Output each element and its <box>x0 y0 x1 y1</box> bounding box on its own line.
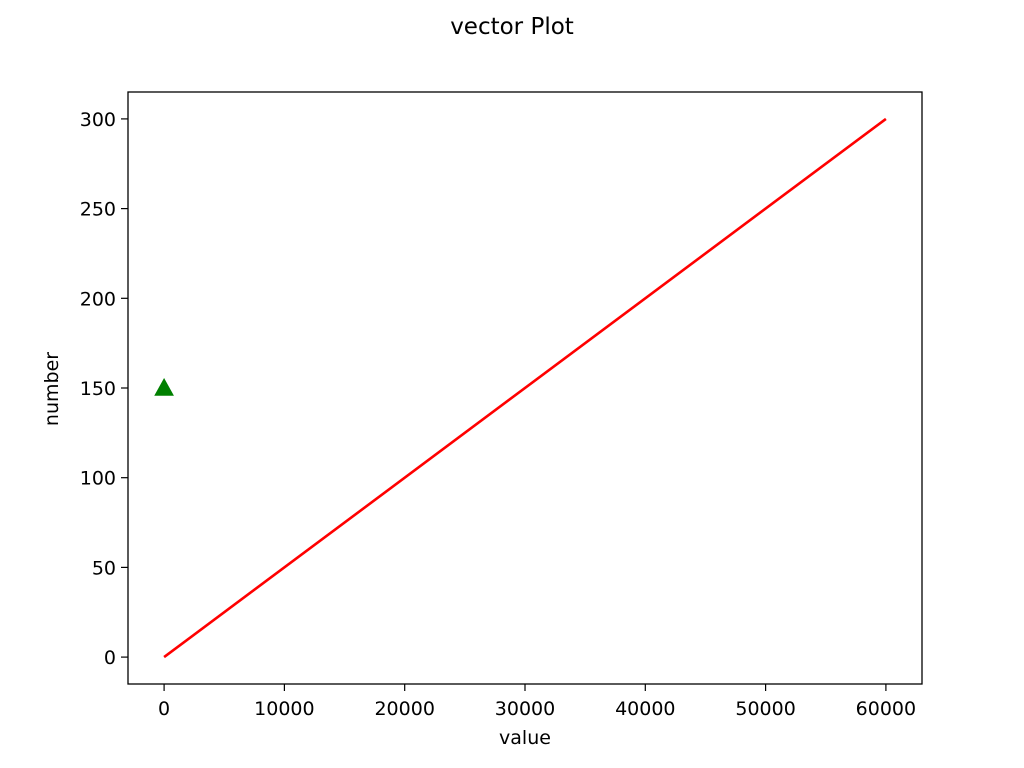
x-tick-label: 30000 <box>495 698 555 720</box>
x-tick-label: 50000 <box>735 698 795 720</box>
chart-title: vector Plot <box>450 14 574 40</box>
plot-area <box>154 117 887 659</box>
y-tick-label: 50 <box>92 557 116 579</box>
x-tick-label: 10000 <box>254 698 314 720</box>
y-tick-label: 200 <box>80 288 116 310</box>
y-axis-label: number <box>41 352 63 426</box>
series-line <box>163 117 887 659</box>
plot-frame <box>127 91 923 685</box>
x-tick-label: 40000 <box>615 698 675 720</box>
y-tick-label: 300 <box>80 109 116 131</box>
y-axis: 0 50 100 150 200 250 300 <box>80 109 128 669</box>
x-tick-label: 0 <box>158 698 170 720</box>
y-tick-label: 0 <box>104 647 116 669</box>
x-axis-label: value <box>499 727 551 749</box>
y-tick-label: 150 <box>80 378 116 400</box>
y-tick-label: 250 <box>80 199 116 221</box>
x-tick-label: 20000 <box>374 698 434 720</box>
triangle-marker-point <box>154 377 174 396</box>
y-tick-label: 100 <box>80 468 116 490</box>
x-tick-label: 60000 <box>856 698 916 720</box>
x-axis: 0 10000 20000 30000 40000 50000 60000 <box>158 684 916 720</box>
